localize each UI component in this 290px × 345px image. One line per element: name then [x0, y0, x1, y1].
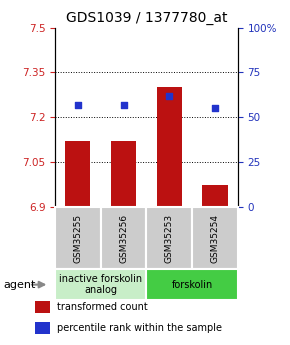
Text: inactive forskolin
analog: inactive forskolin analog	[59, 274, 142, 295]
Bar	[202, 185, 228, 207]
Bar	[157, 87, 182, 207]
Text: percentile rank within the sample: percentile rank within the sample	[57, 323, 222, 333]
Text: GSM35255: GSM35255	[73, 214, 82, 263]
Text: agent: agent	[3, 280, 35, 289]
Text: forskolin: forskolin	[171, 280, 213, 289]
Bar	[192, 207, 238, 269]
Bar	[35, 322, 50, 334]
Point	[121, 102, 126, 108]
Text: GSM35253: GSM35253	[165, 214, 174, 263]
Point	[76, 102, 80, 108]
Text: transformed count: transformed count	[57, 302, 148, 312]
Bar	[35, 301, 50, 313]
Title: GDS1039 / 1377780_at: GDS1039 / 1377780_at	[66, 11, 227, 25]
Bar	[55, 269, 146, 300]
Point	[213, 106, 217, 111]
Point	[167, 93, 172, 99]
Bar	[111, 141, 136, 207]
Bar	[55, 207, 101, 269]
Bar	[101, 207, 146, 269]
Bar	[65, 141, 90, 207]
Text: GSM35254: GSM35254	[211, 214, 220, 263]
Text: GSM35256: GSM35256	[119, 214, 128, 263]
Bar	[146, 207, 192, 269]
Bar	[146, 269, 238, 300]
